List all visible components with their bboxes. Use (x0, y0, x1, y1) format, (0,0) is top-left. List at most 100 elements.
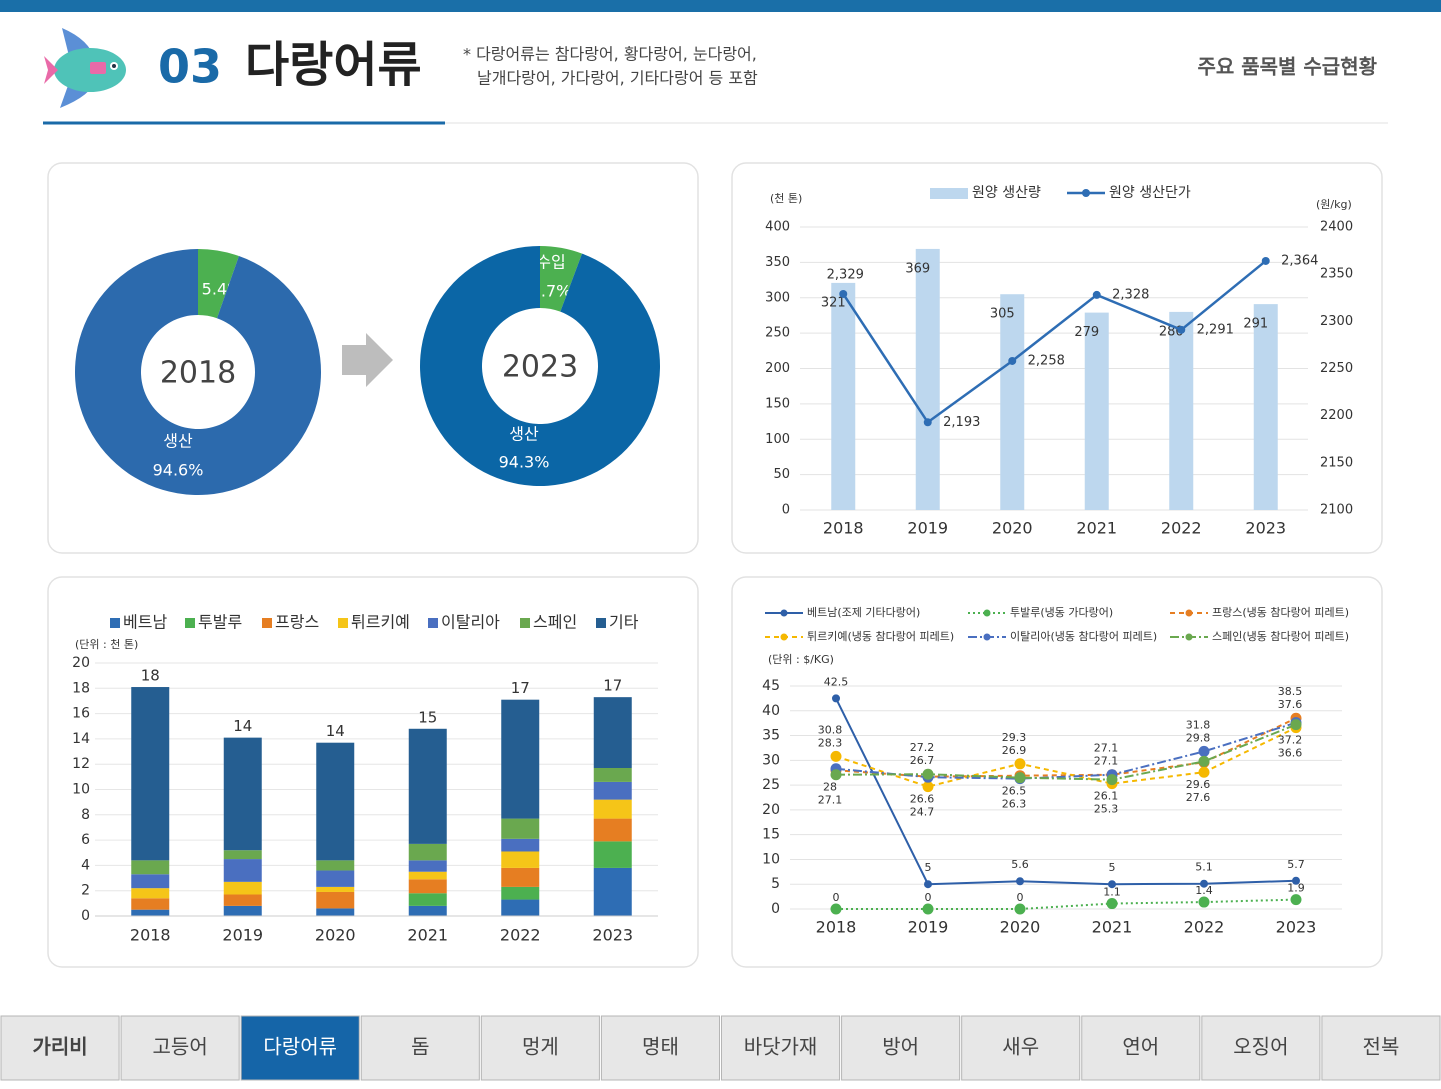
slice-label: 생산 (163, 432, 193, 451)
x-tick-label: 2019 (907, 519, 948, 538)
bar-value-label: 291 (1243, 317, 1268, 332)
bar-segment (316, 908, 355, 916)
nav-label[interactable]: 다랑어류 (263, 1035, 337, 1059)
bar-segment (316, 891, 355, 909)
nav-tab[interactable] (1321, 1015, 1441, 1081)
x-tick-label: 2023 (1276, 918, 1317, 937)
line-marker (830, 750, 842, 762)
data-label: 27.1 (1094, 755, 1119, 768)
legend-swatch (520, 618, 530, 628)
legend-label: 튀르키예 (351, 613, 410, 632)
bar-segment (501, 838, 540, 852)
legend-label: 프랑스(냉동 참다랑어 피레트) (1212, 606, 1349, 619)
nav-tab[interactable] (360, 1015, 480, 1081)
y2-tick-label: 2400 (1320, 220, 1353, 235)
data-label: 0 (833, 891, 840, 904)
line-value-label: 2,364 (1281, 253, 1318, 268)
bar-segment (593, 767, 632, 782)
nav-label[interactable]: 고등어 (153, 1035, 208, 1059)
nav-label[interactable]: 가리비 (32, 1035, 87, 1059)
nav-label[interactable]: 오징어 (1233, 1035, 1288, 1059)
y-tick-label: 45 (762, 678, 780, 694)
bar-segment (131, 860, 170, 875)
nav-tab[interactable] (0, 1015, 120, 1081)
nav-label[interactable]: 바닷가재 (744, 1035, 818, 1059)
legend-label: 투발루 (198, 613, 242, 632)
nav-tab[interactable] (120, 1015, 240, 1081)
legend-label: 투발루(냉동 가다랑어) (1010, 606, 1113, 619)
line-marker (1198, 896, 1210, 908)
x-tick-label: 2023 (1245, 519, 1286, 538)
nav-tab[interactable] (721, 1015, 841, 1081)
data-label: 5 (1109, 861, 1116, 874)
line-marker (1014, 772, 1026, 784)
nav-tab[interactable] (841, 1015, 961, 1081)
bar-segment (408, 728, 447, 844)
data-label: 30.8 (818, 723, 843, 736)
total-label: 15 (418, 708, 437, 726)
legend-marker (1185, 609, 1193, 617)
legend-swatch (930, 188, 968, 199)
donut-slice (540, 246, 583, 312)
donut-slice (198, 249, 239, 319)
bar-value-label: 369 (905, 261, 930, 276)
nav-label[interactable]: 멍게 (522, 1035, 559, 1059)
data-label: 26.6 (910, 793, 935, 806)
bar-segment (408, 905, 447, 916)
x-tick-label: 2019 (908, 918, 949, 937)
nav-label[interactable]: 방어 (882, 1035, 919, 1059)
line-marker (922, 903, 934, 915)
x-tick-label: 2023 (592, 926, 633, 945)
legend-label: 이탈리아(냉동 참다랑어 피레트) (1010, 630, 1157, 643)
data-label: 1.1 (1103, 886, 1121, 899)
bar-segment (593, 841, 632, 868)
nav-label[interactable]: 연어 (1122, 1035, 1159, 1059)
bar-value-label: 305 (990, 307, 1015, 322)
total-label: 17 (603, 677, 622, 695)
data-label: 0 (925, 891, 932, 904)
y-tick-label: 25 (762, 777, 780, 793)
line-marker (839, 289, 848, 298)
nav-label[interactable]: 돔 (411, 1035, 429, 1059)
line (836, 898, 1297, 910)
nav-tab[interactable] (1201, 1015, 1321, 1081)
line-marker (1290, 719, 1302, 731)
x-tick-label: 2022 (500, 926, 541, 945)
bar-segment (223, 850, 262, 860)
bar-segment (131, 898, 170, 910)
y-tick-label: 18 (72, 680, 90, 696)
nav-tab[interactable] (480, 1015, 600, 1081)
nav-label[interactable]: 명태 (642, 1035, 679, 1059)
bar-segment (501, 867, 540, 887)
bar-segment (131, 687, 170, 861)
bar-segment (316, 742, 355, 861)
y-tick-label: 10 (72, 782, 90, 798)
x-tick-label: 2020 (315, 926, 356, 945)
bar-segment (223, 881, 262, 895)
line-marker (1108, 880, 1116, 889)
data-label: 29.8 (1186, 731, 1211, 744)
line (835, 723, 1297, 781)
nav-tab[interactable] (600, 1015, 721, 1081)
y-tick-label: 15 (762, 827, 780, 843)
page-title: 다랑어류 (245, 37, 422, 93)
legend-label: 이탈리아 (441, 613, 500, 632)
legend-label: 기타 (609, 613, 639, 632)
nav-tab[interactable] (1081, 1015, 1201, 1081)
line-marker (1106, 774, 1118, 786)
data-label: 5.7 (1287, 858, 1305, 871)
line-marker (832, 694, 840, 703)
y-axis-label: (단위 : $/KG) (768, 653, 834, 666)
line-marker (924, 880, 932, 889)
nav-label[interactable]: 전복 (1363, 1035, 1400, 1059)
line-marker (830, 769, 842, 781)
nav-tab[interactable] (961, 1015, 1081, 1081)
y-tick-label: 10 (762, 851, 780, 867)
bar-value-label: 279 (1074, 325, 1099, 340)
nav-label[interactable]: 새우 (1002, 1035, 1039, 1059)
line-value-label: 2,329 (827, 267, 864, 282)
y-tick-label: 8 (81, 807, 90, 823)
nav-tab[interactable] (240, 1015, 360, 1081)
line (835, 697, 1297, 886)
line-marker (922, 768, 934, 780)
